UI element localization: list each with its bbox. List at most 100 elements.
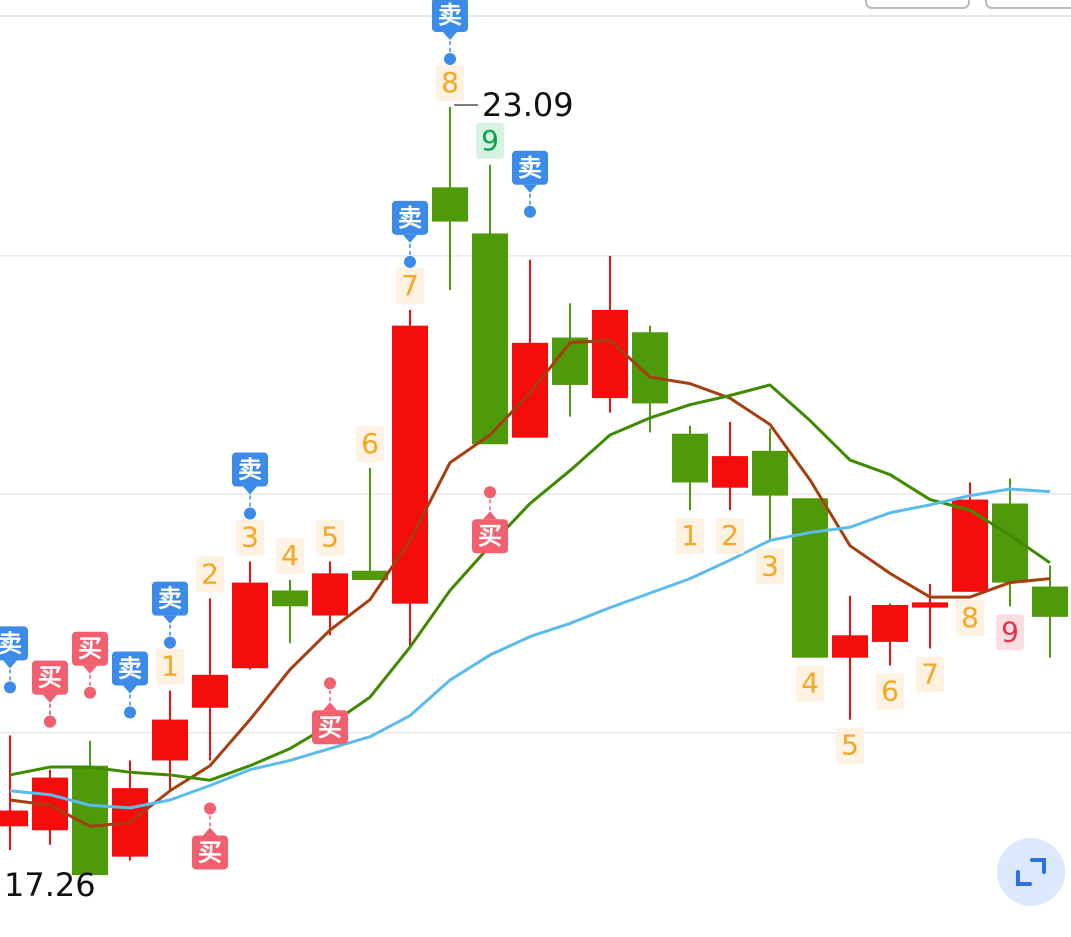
signal-pointer xyxy=(523,184,537,193)
signal-dot xyxy=(44,715,56,728)
signal-box xyxy=(192,835,228,870)
td-count-bg xyxy=(996,614,1024,651)
td-count-bg xyxy=(196,556,224,593)
indicator-button[interactable] xyxy=(985,0,1071,9)
signal-dot xyxy=(4,681,16,694)
signal-dot xyxy=(484,486,496,499)
signal-label: 卖 xyxy=(0,629,22,657)
td-count: 7 xyxy=(921,657,939,690)
signal-pointer xyxy=(203,827,217,836)
signal-box xyxy=(32,660,68,695)
signal-pointer xyxy=(3,660,17,669)
signal-box xyxy=(392,200,428,235)
td-count: 8 xyxy=(961,601,979,634)
td-count: 5 xyxy=(321,521,339,554)
signal-label: 卖 xyxy=(398,204,422,232)
signal-pointer xyxy=(243,486,257,495)
period-button[interactable] xyxy=(865,0,970,9)
candle-body xyxy=(352,570,388,580)
signal-pointer xyxy=(403,234,417,243)
signal-pointer xyxy=(43,694,57,703)
signal-label: 卖 xyxy=(118,654,142,682)
low-label: 17.26 xyxy=(4,866,96,904)
td-count-bg xyxy=(836,727,864,764)
candle-body xyxy=(792,498,828,658)
candle-body xyxy=(552,337,588,385)
signal-pointer xyxy=(483,511,497,520)
candle-body xyxy=(392,325,428,604)
candle-body xyxy=(272,590,308,607)
td-count: 1 xyxy=(161,650,179,683)
td-count-bg xyxy=(796,665,824,702)
candle-body xyxy=(432,187,468,222)
signal-label: 买 xyxy=(478,522,502,550)
candle-body xyxy=(632,332,668,404)
signal-dot xyxy=(444,52,456,65)
signal-dot xyxy=(244,507,256,520)
fullscreen-icon xyxy=(1016,858,1046,886)
signal-pointer xyxy=(163,615,177,624)
td-count: 2 xyxy=(721,519,739,552)
td-count: 1 xyxy=(681,519,699,552)
candle-body xyxy=(232,582,268,669)
signal-dot xyxy=(164,636,176,649)
fullscreen-button[interactable] xyxy=(997,838,1065,906)
plot: 123456789123456789卖卖卖卖卖卖卖卖买买买买买23.0917.2… xyxy=(0,0,1071,904)
signal-box xyxy=(0,626,28,661)
td-count: 6 xyxy=(881,675,899,708)
candle-body xyxy=(312,573,348,616)
signal-label: 卖 xyxy=(238,456,262,484)
signal-label: 买 xyxy=(78,635,102,663)
signal-box xyxy=(472,519,508,554)
signal-box xyxy=(232,452,268,487)
candle-body xyxy=(152,719,188,761)
high-label: 23.09 xyxy=(482,86,574,124)
td-count-bg xyxy=(916,656,944,693)
ma-line xyxy=(9,338,1051,828)
td-count-bg xyxy=(276,537,304,574)
candle-body xyxy=(752,450,788,496)
signal-pointer xyxy=(83,665,97,674)
td-count-bg xyxy=(476,122,504,159)
candle-body xyxy=(832,635,868,658)
td-count-bg xyxy=(876,673,904,710)
signal-box xyxy=(152,581,188,616)
td-count-bg xyxy=(436,64,464,101)
candle-body xyxy=(592,309,628,399)
signal-label: 买 xyxy=(38,664,62,692)
signal-dot xyxy=(124,706,136,719)
candle-body xyxy=(672,433,708,483)
candle-body xyxy=(0,810,28,827)
fullscreen-bg xyxy=(997,838,1065,906)
candle-body xyxy=(712,456,748,488)
ma-line xyxy=(9,487,1051,810)
td-count-bg xyxy=(956,599,984,636)
signal-label: 卖 xyxy=(438,1,462,29)
td-count: 3 xyxy=(761,549,779,582)
signal-dot xyxy=(204,802,216,815)
candle-body xyxy=(952,499,988,592)
td-count-bg xyxy=(316,519,344,556)
signal-label: 卖 xyxy=(158,585,182,613)
signal-pointer xyxy=(123,685,137,694)
signal-box xyxy=(432,0,468,32)
td-count: 4 xyxy=(801,667,819,700)
td-count: 3 xyxy=(241,521,259,554)
signal-box xyxy=(512,150,548,185)
candle-body xyxy=(1032,586,1068,617)
signal-box xyxy=(72,631,108,666)
td-count-bg xyxy=(396,267,424,304)
signal-box xyxy=(112,651,148,686)
candle-body xyxy=(472,233,508,445)
td-count: 4 xyxy=(281,539,299,572)
td-count-bg xyxy=(716,518,744,555)
td-count: 7 xyxy=(401,269,419,302)
signal-dot xyxy=(524,205,536,218)
signal-dot xyxy=(324,677,336,690)
td-count: 2 xyxy=(201,557,219,590)
ma-line xyxy=(9,383,1051,782)
td-count-bg xyxy=(156,648,184,685)
td-count-bg xyxy=(756,548,784,585)
signal-dot xyxy=(404,255,416,268)
